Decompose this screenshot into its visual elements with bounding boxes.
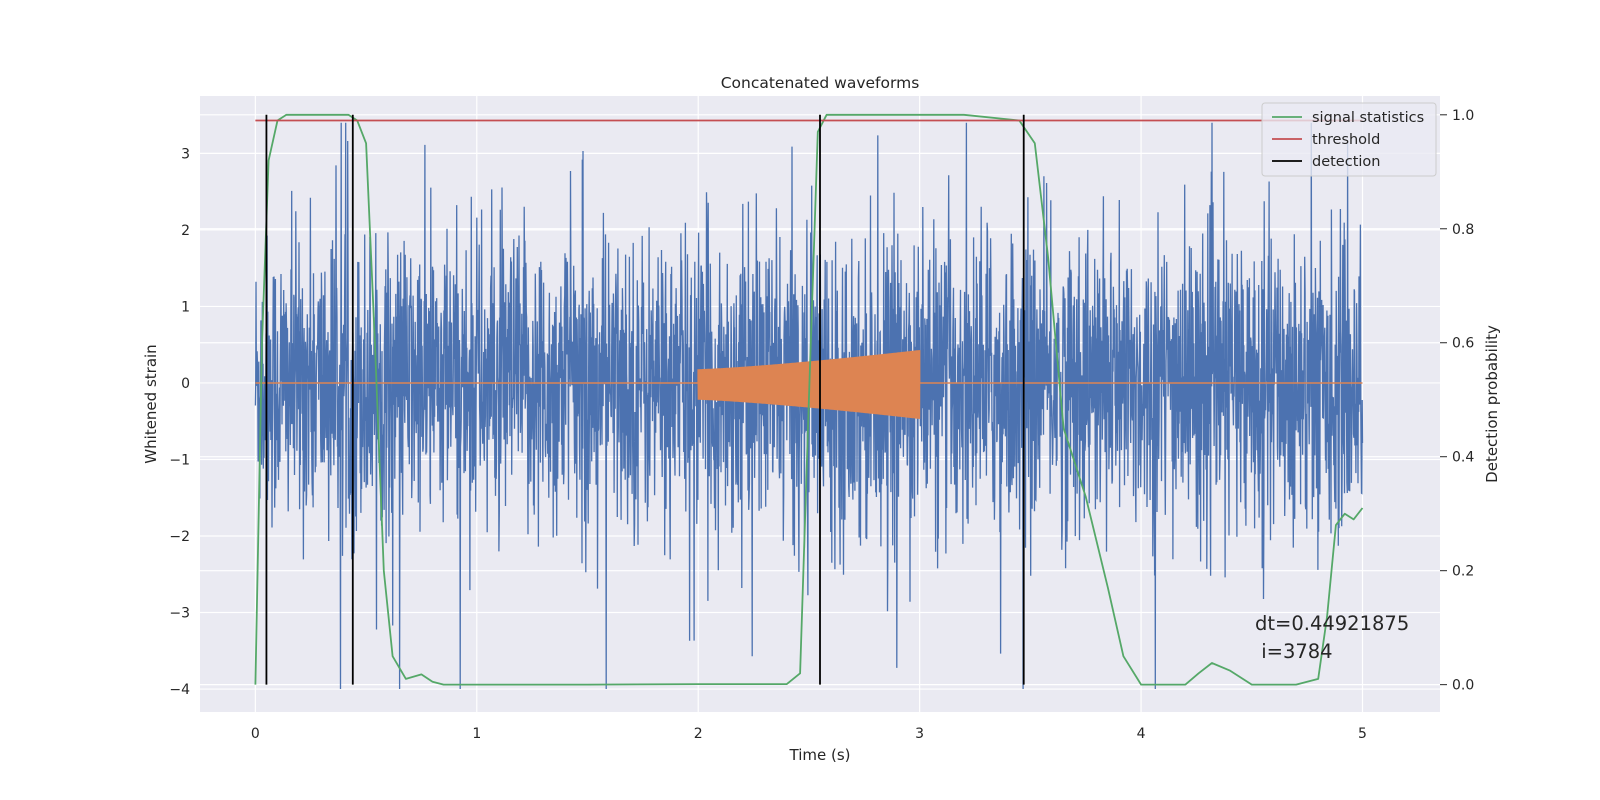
- legend-box: [1261, 102, 1437, 177]
- detection-series: [265, 114, 1025, 685]
- x-axis: 0 1 2 3 4 5: [251, 726, 1367, 742]
- legend: signal statistics threshold detection: [1261, 102, 1437, 177]
- strain-series: [254, 122, 1364, 690]
- signal-statistics-line: [254, 113, 1364, 686]
- annotation-dt: dt=0.44921875: [1255, 612, 1409, 635]
- chart-title: Concatenated waveforms: [721, 74, 920, 92]
- y-tick-label: 1: [181, 299, 190, 315]
- legend-label-threshold: threshold: [1312, 132, 1380, 148]
- y-tick-label: −4: [169, 682, 190, 698]
- y-tick-label: −3: [169, 606, 190, 622]
- y-tick-label: 3: [181, 146, 190, 162]
- y-tick-label: −2: [169, 529, 190, 545]
- x-tick-label: 1: [472, 726, 481, 742]
- y2-tick-label: 0.6: [1452, 336, 1474, 352]
- legend-label-detection: detection: [1312, 154, 1380, 170]
- x-tick-label: 4: [1137, 726, 1146, 742]
- x-axis-label: Time (s): [789, 746, 851, 764]
- y-tick-label: 2: [181, 223, 190, 239]
- y2-tick-label: 1.0: [1452, 108, 1474, 124]
- y2-axis-label: Detection probability: [1483, 325, 1501, 483]
- y-tick-label: 0: [181, 376, 190, 392]
- x-tick-label: 2: [694, 726, 703, 742]
- y2-tick-label: 0.2: [1452, 564, 1474, 580]
- injected-line: [255, 350, 1363, 419]
- y-axis-left: −4 −3 −2 −1 0 1 2 3: [169, 146, 190, 698]
- y2-tick-label: 0.8: [1452, 222, 1474, 238]
- injected-series: [255, 350, 1363, 419]
- y-tick-label: −1: [169, 452, 190, 468]
- strain-line: [254, 122, 1364, 690]
- x-tick-label: 5: [1358, 726, 1367, 742]
- legend-label-signal-statistics: signal statistics: [1312, 110, 1424, 126]
- signal-statistics-series: [254, 113, 1364, 686]
- annotation-index: i=3784: [1255, 640, 1333, 663]
- y2-tick-label: 0.4: [1452, 450, 1474, 466]
- y-axis-label: Whitened strain: [142, 344, 160, 463]
- y-axis-right: 0.0 0.2 0.4 0.6 0.8 1.0: [1440, 108, 1474, 694]
- y2-tick-label: 0.0: [1452, 678, 1474, 694]
- x-tick-label: 0: [251, 726, 260, 742]
- x-tick-label: 3: [915, 726, 924, 742]
